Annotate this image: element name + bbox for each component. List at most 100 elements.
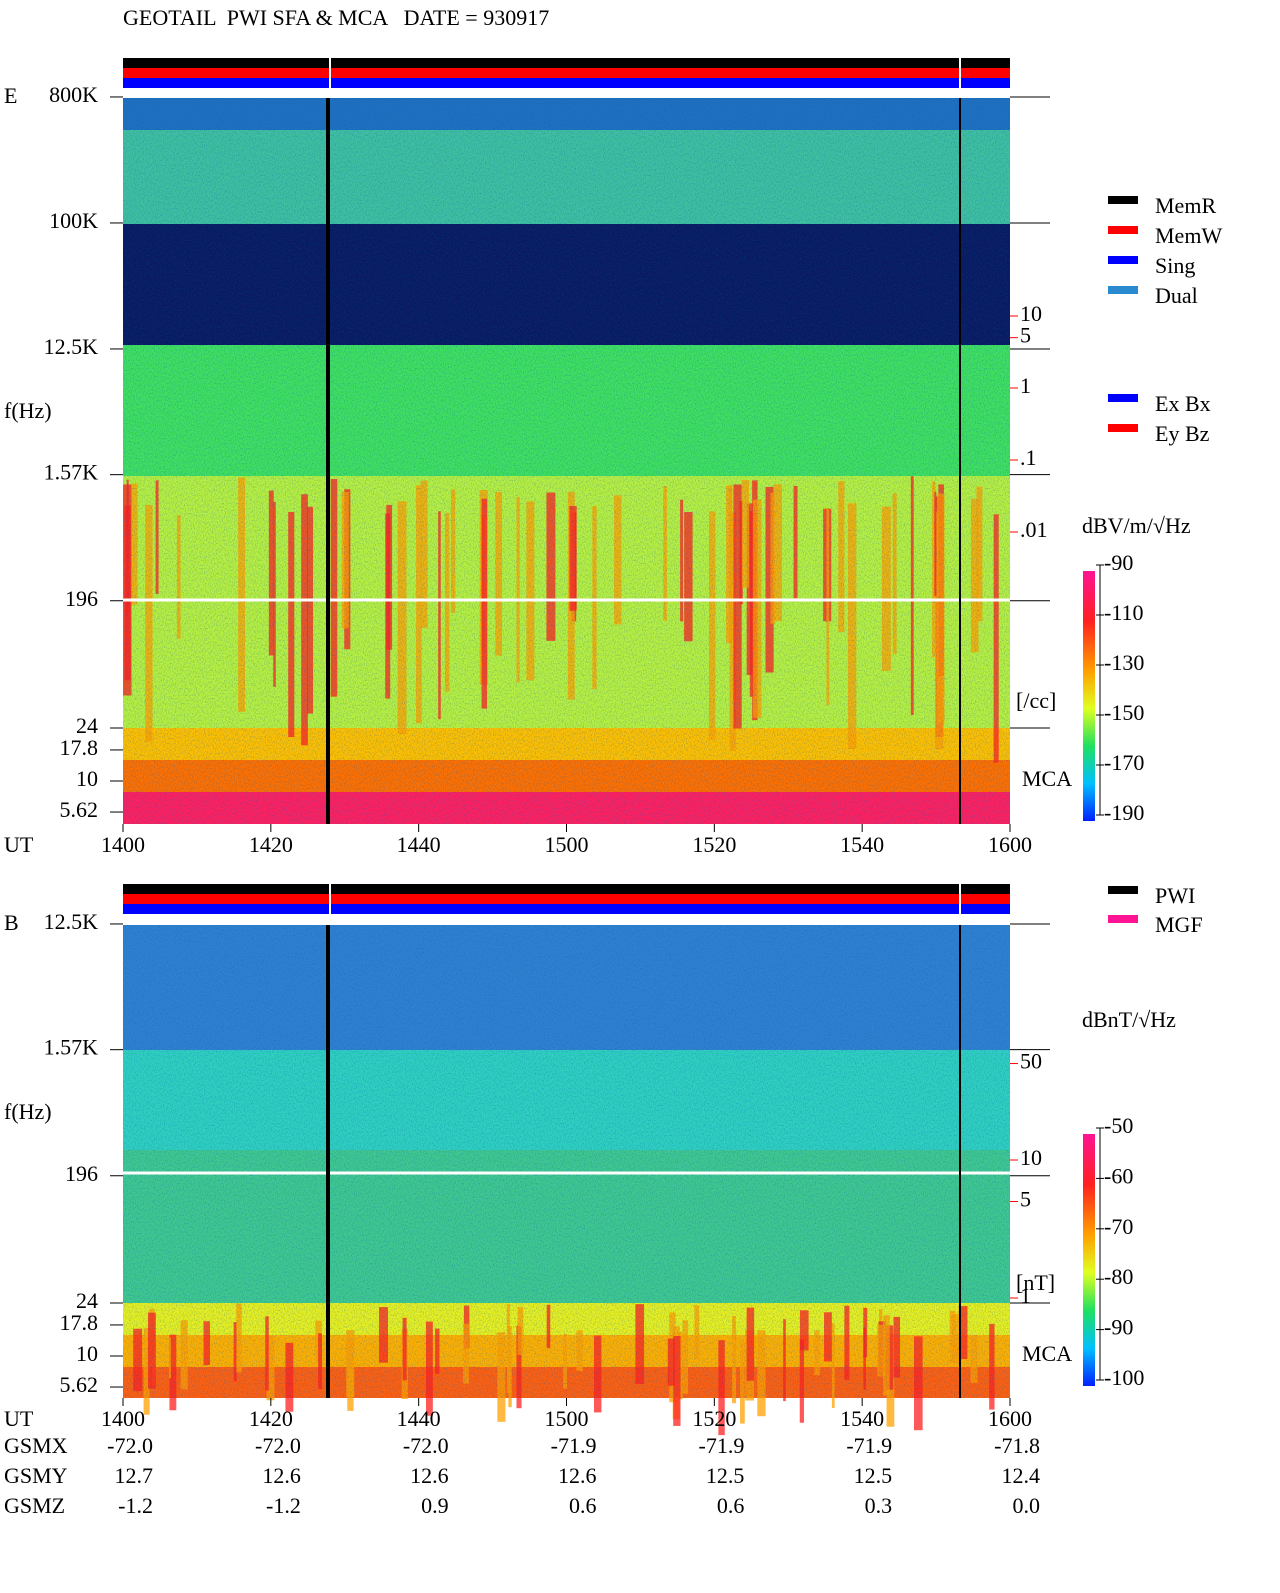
y-tick-label: 196 [65, 586, 98, 611]
legend-label: Ex Bx [1155, 391, 1211, 416]
orbit-value: 0.0 [1013, 1493, 1041, 1518]
y-tick-label: 12.5K [44, 334, 99, 359]
colorbar-label: dBnT/√Hz [1082, 1007, 1176, 1032]
orbit-value: -72.0 [403, 1433, 449, 1458]
y-tick-label: 5.62 [60, 1372, 99, 1397]
y-tick-label: 10 [76, 1341, 98, 1366]
colorbar-tick-label: -50 [1104, 1113, 1133, 1138]
colorbar-tick-label: -60 [1104, 1163, 1133, 1188]
x-tick-label: 1540 [840, 832, 884, 857]
mode-bar [123, 78, 1010, 88]
y-axis-label: f(Hz) [4, 398, 52, 423]
legend-label: Dual [1155, 283, 1198, 308]
colorbar-label: dBV/m/√Hz [1082, 513, 1191, 538]
orbit-value: 0.6 [569, 1493, 597, 1518]
legend-swatch [1108, 226, 1138, 234]
orbit-value: 12.6 [410, 1463, 449, 1488]
x-tick-label: 1520 [692, 1406, 736, 1431]
y-tick-label: 12.5K [44, 909, 99, 934]
title: GEOTAIL PWI SFA & MCA DATE = 930917 [123, 5, 549, 30]
legend-label: Sing [1155, 253, 1195, 278]
orbit-value: -72.0 [255, 1433, 301, 1458]
density-label: 50 [1020, 1049, 1042, 1074]
panel-label: E [4, 83, 17, 108]
density-label: 10 [1020, 1145, 1042, 1170]
y-axis-label: f(Hz) [4, 1099, 52, 1124]
colorbar-tick-label: -90 [1104, 550, 1133, 575]
density-label: .01 [1020, 517, 1048, 542]
colorbar-tick-label: -90 [1104, 1315, 1133, 1340]
orbit-value: -72.0 [107, 1433, 153, 1458]
x-tick-label: 1520 [692, 832, 736, 857]
orbit-value: -71.9 [699, 1433, 745, 1458]
colorbar [1083, 571, 1095, 821]
y-tick-label: 24 [76, 713, 98, 738]
mode-bar [123, 894, 1010, 904]
density-label: .1 [1020, 445, 1037, 470]
x-axis-label: UT [4, 1406, 34, 1431]
legend-swatch [1108, 196, 1138, 204]
mode-bar [123, 68, 1010, 78]
legend-swatch [1108, 915, 1138, 923]
orbit-value: 12.5 [854, 1463, 893, 1488]
x-tick-label: 1600 [988, 1406, 1032, 1431]
orbit-value: 0.6 [717, 1493, 745, 1518]
y-tick-label: 17.8 [60, 735, 99, 760]
legend-label: MemR [1155, 193, 1216, 218]
x-tick-label: 1420 [249, 832, 293, 857]
mca-label: MCA [1022, 1341, 1072, 1366]
y-tick-label: 24 [76, 1288, 98, 1313]
orbit-value: -1.2 [266, 1493, 301, 1518]
colorbar-tick-label: -130 [1104, 650, 1144, 675]
y-tick-label: 1.57K [44, 460, 99, 485]
orbit-value: -71.9 [551, 1433, 597, 1458]
orbit-value: -71.9 [846, 1433, 892, 1458]
legend-swatch [1108, 394, 1138, 402]
colorbar-tick-label: -70 [1104, 1214, 1133, 1239]
legend-label: MGF [1155, 912, 1203, 937]
y-tick-label: 100K [49, 208, 98, 233]
density-label: 1 [1020, 1283, 1031, 1308]
orbit-value: 12.7 [115, 1463, 154, 1488]
orbit-value: 12.6 [558, 1463, 597, 1488]
legend-label: PWI [1155, 883, 1195, 908]
orbit-row-label: GSMZ [4, 1493, 65, 1518]
y-tick-label: 196 [65, 1161, 98, 1186]
density-label: 5 [1020, 323, 1031, 348]
colorbar-tick-label: -80 [1104, 1264, 1133, 1289]
orbit-value: 12.6 [262, 1463, 301, 1488]
colorbar-tick-label: -150 [1104, 700, 1144, 725]
orbit-value: 0.3 [865, 1493, 893, 1518]
x-tick-label: 1400 [101, 1406, 145, 1431]
mode-bar [123, 884, 1010, 894]
density-label: 1 [1020, 373, 1031, 398]
legend-swatch [1108, 886, 1138, 894]
spectrogram-noise [123, 925, 1010, 1398]
panel-label: B [4, 910, 19, 935]
density-label: 10 [1020, 301, 1042, 326]
colorbar-tick-label: -110 [1104, 600, 1144, 625]
mode-bar [123, 58, 1010, 68]
colorbar-tick-label: -190 [1104, 800, 1144, 825]
orbit-row-label: GSMX [4, 1433, 68, 1458]
mode-bar [123, 904, 1010, 914]
orbit-value: 12.4 [1002, 1463, 1041, 1488]
orbit-value: -71.8 [994, 1433, 1040, 1458]
colorbar-tick-label: -170 [1104, 750, 1144, 775]
orbit-value: 12.5 [706, 1463, 745, 1488]
colorbar-tick-label: -100 [1104, 1365, 1144, 1390]
y-tick-label: 10 [76, 766, 98, 791]
y-tick-label: 5.62 [60, 797, 99, 822]
legend-swatch [1108, 424, 1138, 432]
legend-label: Ey Bz [1155, 421, 1210, 446]
x-tick-label: 1500 [545, 832, 589, 857]
y-tick-label: 17.8 [60, 1310, 99, 1335]
x-tick-label: 1440 [397, 832, 441, 857]
colorbar [1083, 1134, 1095, 1386]
orbit-value: 0.9 [421, 1493, 449, 1518]
density-label: 5 [1020, 1187, 1031, 1212]
orbit-row-label: GSMY [4, 1463, 68, 1488]
x-tick-label: 1440 [397, 1406, 441, 1431]
y-tick-label: 800K [49, 82, 98, 107]
